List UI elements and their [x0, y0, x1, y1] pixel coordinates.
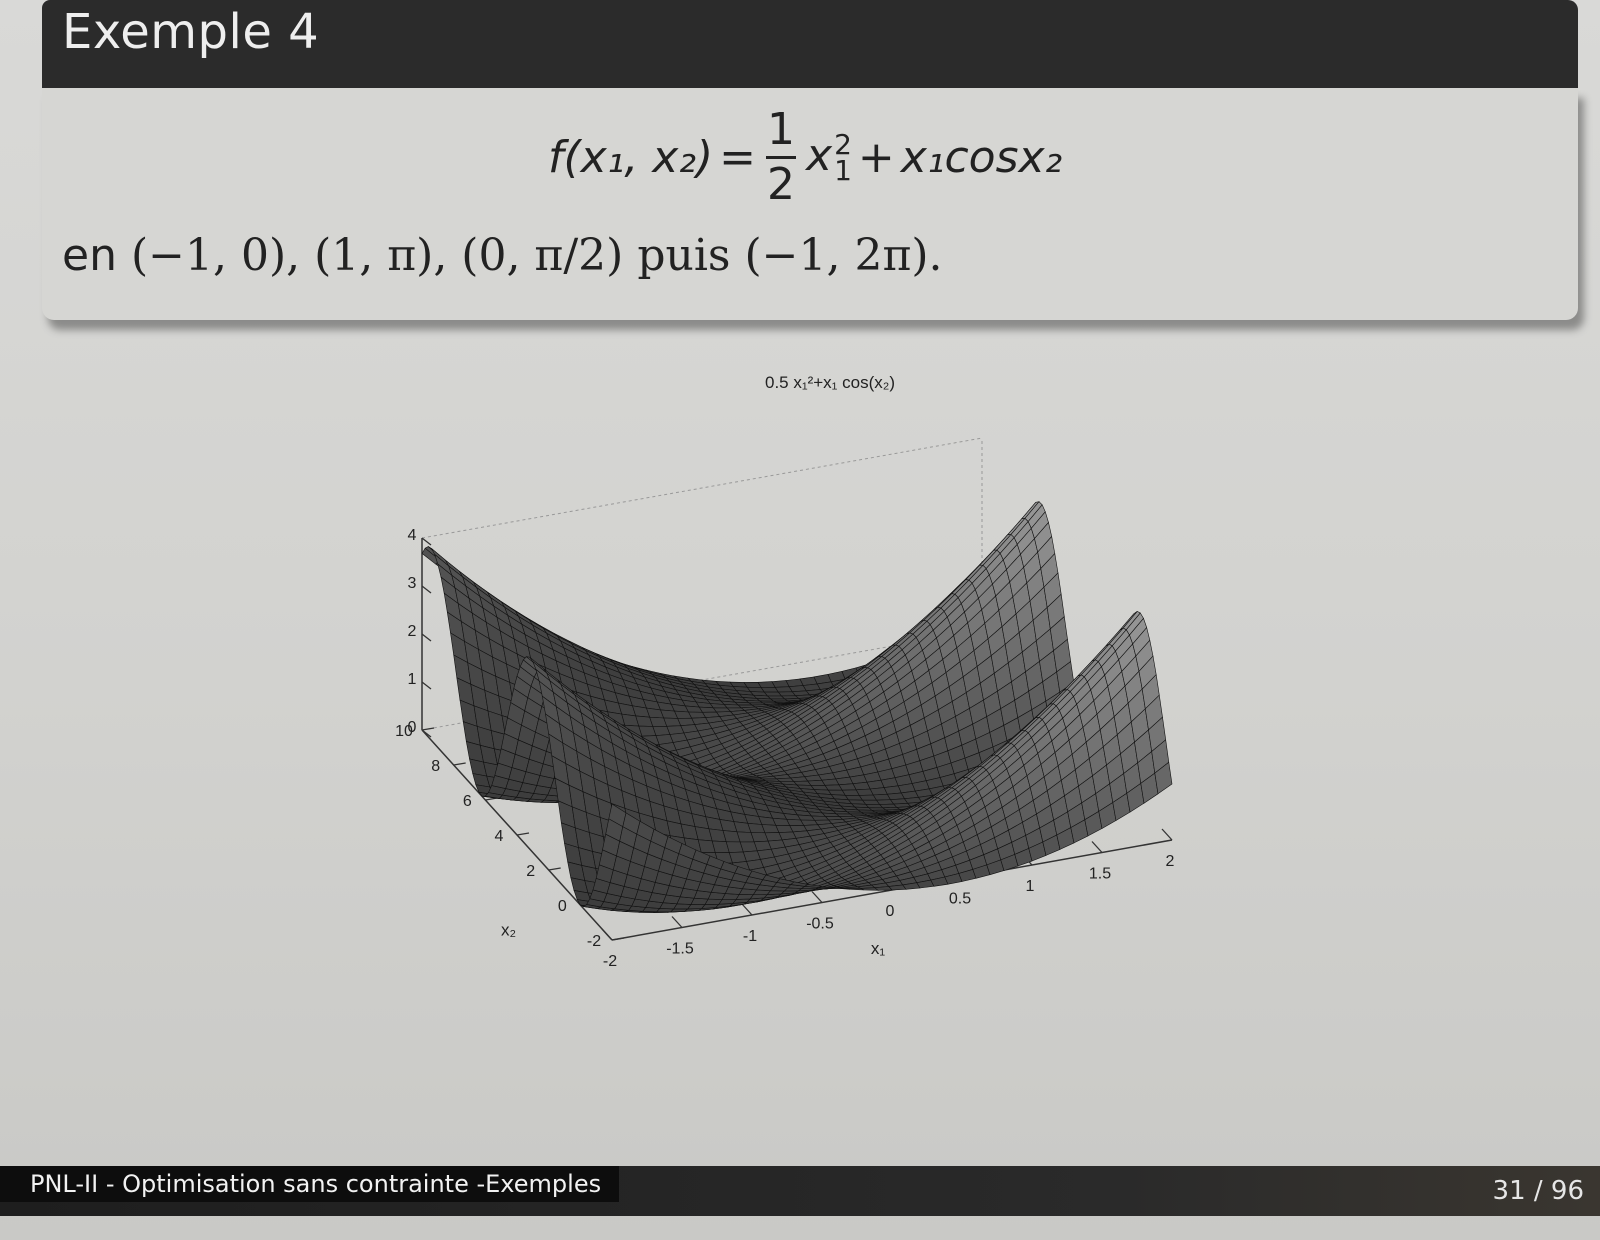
y-tick [516, 832, 530, 836]
points-list: (−1, 0), (1, π), (0, π/2) puis (−1, 2π). [130, 230, 943, 281]
y-tick-label: 2 [526, 863, 535, 880]
y-tick [611, 937, 625, 941]
x-tick [1161, 828, 1173, 841]
page-counter: 31 / 96 [1492, 1176, 1584, 1206]
z-tick-label: 3 [408, 575, 417, 592]
term1-sub: 1 [834, 154, 852, 187]
surface-patch [1154, 761, 1173, 795]
x-tick-label: 1 [1026, 878, 1035, 895]
footer-bar: PNL-II - Optimisation sans contrainte -E… [0, 1166, 1600, 1216]
x-tick-label: 0 [886, 903, 895, 920]
surface-layer [421, 501, 1173, 913]
equation-equals: = [719, 131, 757, 183]
z-tick [421, 681, 432, 690]
y-axis-label: x₂ [501, 921, 516, 940]
x-tick-label: -1 [743, 928, 757, 945]
x-tick-label: -1.5 [666, 941, 694, 958]
z-tick-label: 2 [408, 623, 417, 640]
fraction-denominator: 2 [767, 158, 796, 210]
x-tick [601, 928, 613, 941]
x-tick [1091, 841, 1103, 853]
y-tick-label: 10 [395, 723, 413, 740]
y-tick-label: 4 [495, 828, 504, 845]
x-tick [671, 916, 683, 928]
term-x1-cos-x2: x₁cosx₂ [900, 131, 1063, 183]
fraction-bar [766, 155, 797, 159]
y-tick [421, 727, 435, 731]
x-tick-label: -0.5 [806, 916, 834, 933]
z-tick-label: 1 [408, 671, 417, 688]
chart-title: 0.5 x₁²+x₁ cos(x₂) [765, 373, 895, 392]
term1-base: x [806, 130, 833, 181]
z-tick [421, 585, 432, 594]
slide-title: Exemple 4 [62, 4, 320, 60]
block-title-bar: Exemple 4 [42, 0, 1578, 88]
points-prefix: en [62, 230, 117, 281]
y-tick [548, 867, 561, 871]
z-tick-label: 4 [408, 527, 417, 544]
fraction-numerator: 1 [767, 103, 796, 155]
z-tick [421, 729, 432, 738]
evaluation-points: en (−1, 0), (1, π), (0, π/2) puis (−1, 2… [62, 230, 943, 281]
fraction-one-half: 1 2 [766, 103, 797, 210]
x-tick-label: -2 [603, 953, 617, 970]
labels-layer: -2-1.5-1-0.500.511.52-2024681001234x₁x₂0… [395, 373, 1174, 970]
x-tick-label: 2 [1166, 853, 1175, 870]
box-edge-top [421, 437, 983, 539]
equation-plus: + [857, 131, 895, 183]
surface-plot: -2-1.5-1-0.500.511.52-2024681001234x₁x₂0… [395, 373, 1174, 970]
x-tick [741, 903, 753, 916]
x-tick-label: 0.5 [949, 891, 971, 908]
term1-sup: 2 [834, 128, 852, 161]
y-tick-label: 0 [558, 898, 567, 915]
z-tick [421, 537, 432, 546]
z-tick [421, 633, 432, 642]
z-tick-label: 0 [408, 719, 417, 736]
x-tick-label: 1.5 [1089, 866, 1111, 883]
block-body [42, 88, 1578, 320]
footer-title: PNL-II - Optimisation sans contrainte -E… [0, 1166, 620, 1202]
x-axis-label: x₁ [871, 939, 886, 958]
y-tick-label: 8 [431, 758, 440, 775]
y-tick-label: -2 [587, 933, 601, 950]
x-tick [811, 891, 823, 903]
y-tick [453, 762, 466, 766]
equation-lhs: f(x₁, x₂) [548, 131, 714, 183]
y-tick-label: 6 [463, 793, 472, 810]
